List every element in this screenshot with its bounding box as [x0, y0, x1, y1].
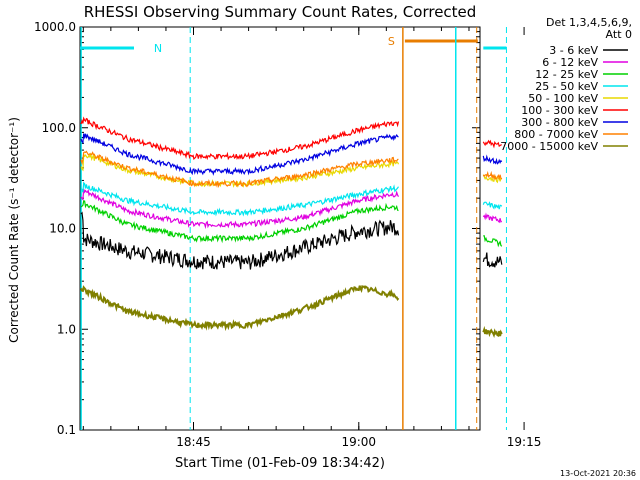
series-line-6-seg1: [80, 116, 400, 161]
n-marker-label: N: [154, 42, 162, 55]
y-axis: 0.1 1.0 10.0 100.0 1000.0: [34, 20, 480, 437]
x-tick-label: 19:00: [341, 435, 376, 449]
legend-entry-label: 50 - 100 keV: [528, 92, 598, 105]
series-line-6-seg2: [482, 139, 502, 149]
footer-date: 13-Oct-2021 20:36: [560, 469, 636, 478]
series-line-3-seg2: [483, 235, 503, 248]
plot-series: [80, 116, 503, 339]
series-line-9-seg2: [482, 325, 503, 339]
series-line-8-seg1: [80, 150, 399, 189]
legend-entry-label: 6 - 12 keV: [542, 56, 598, 69]
series-line-4-seg2: [482, 201, 503, 210]
x-tick-label: 18:45: [176, 435, 211, 449]
series-line-2-seg2: [482, 212, 503, 224]
series-line-4-seg1: [80, 181, 399, 217]
series-line-9-seg1: [80, 284, 400, 332]
y-tick-label: 100.0: [42, 121, 76, 135]
series-line-7-seg1: [80, 133, 399, 176]
legend-entry-label: 800 - 7000 keV: [514, 128, 598, 141]
y-tick-label: 0.1: [57, 423, 76, 437]
series-line-7-seg2: [482, 154, 503, 165]
chart-title: RHESSI Observing Summary Count Rates, Co…: [84, 3, 477, 21]
legend-entry-label: 300 - 800 keV: [521, 116, 598, 129]
legend-entry-label: 3 - 6 keV: [549, 44, 598, 57]
legend-entry-label: 12 - 25 keV: [535, 68, 598, 81]
y-tick-label: 1.0: [57, 322, 76, 336]
series-line-3-seg1: [80, 200, 399, 244]
legend-entry-label: 7000 - 15000 keV: [500, 140, 598, 153]
series-line-2-seg1: [80, 188, 400, 230]
legend-title-line-1: Det 1,3,4,5,6,9,: [546, 16, 632, 29]
x-axis-label: Start Time (01-Feb-09 18:34:42): [175, 456, 385, 471]
series-line-8-seg2: [482, 170, 503, 181]
legend-title-line-2: Att 0: [606, 28, 632, 41]
x-tick-label: 19:15: [507, 435, 542, 449]
legend-entry-label: 100 - 300 keV: [521, 104, 598, 117]
event-markers: NS: [80, 27, 507, 430]
y-axis-label: Corrected Count Rate (s⁻¹ detector⁻¹): [7, 117, 21, 343]
legend-entry-label: 25 - 50 keV: [535, 80, 598, 93]
series-line-5-seg1: [80, 152, 400, 188]
y-tick-label: 10.0: [49, 222, 76, 236]
series-line-1-seg1: [80, 211, 400, 270]
series-line-1-seg2: [482, 252, 503, 268]
s-marker-label: S: [388, 35, 395, 48]
y-tick-label: 1000.0: [34, 20, 76, 34]
